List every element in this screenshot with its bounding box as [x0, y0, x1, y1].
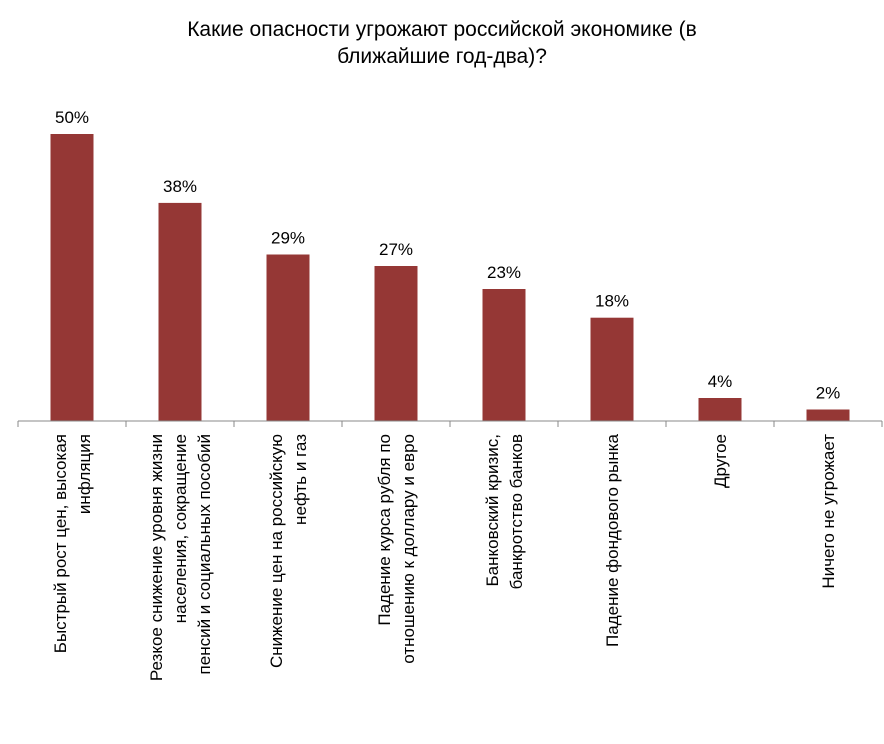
data-label-5: 23% — [487, 263, 521, 282]
category-label-6: Падение фондового рынка — [603, 433, 622, 646]
chart-title-line-1: Какие опасности угрожают российской экон… — [187, 18, 697, 41]
bar-7 — [698, 398, 742, 421]
bar-1 — [50, 134, 94, 421]
data-label-6: 18% — [595, 292, 629, 311]
bar-8 — [806, 409, 850, 421]
category-label-4: Падение курса рубля по отношению к доллар… — [375, 434, 418, 664]
category-label-5: Банковский кризис, банкротство банков — [483, 434, 526, 589]
chart-title-line-2: ближайшие год-два)? — [337, 45, 547, 68]
data-label-1: 50% — [55, 108, 89, 127]
bar-2 — [158, 202, 202, 421]
data-label-7: 4% — [708, 372, 733, 391]
data-label-2: 38% — [163, 177, 197, 196]
data-label-4: 27% — [379, 240, 413, 259]
bar-5 — [482, 289, 526, 421]
category-label-3: Снижение цен на российскую нефть и газ — [267, 434, 310, 668]
data-label-8: 2% — [816, 384, 841, 403]
bar-6 — [590, 317, 634, 421]
category-label-1: Быстрый рост цен, высокая инфляция — [51, 434, 94, 653]
bar-4 — [374, 266, 418, 421]
category-label-7: Другое — [711, 434, 730, 488]
bar-3 — [266, 254, 310, 421]
category-label-2: Резкое снижение уровня жизни населения, с… — [147, 434, 214, 681]
data-label-3: 29% — [271, 229, 305, 248]
chart-title: Какие опасности угрожают российской экон… — [0, 16, 884, 70]
category-label-8: Ничего не угрожает — [819, 434, 838, 589]
